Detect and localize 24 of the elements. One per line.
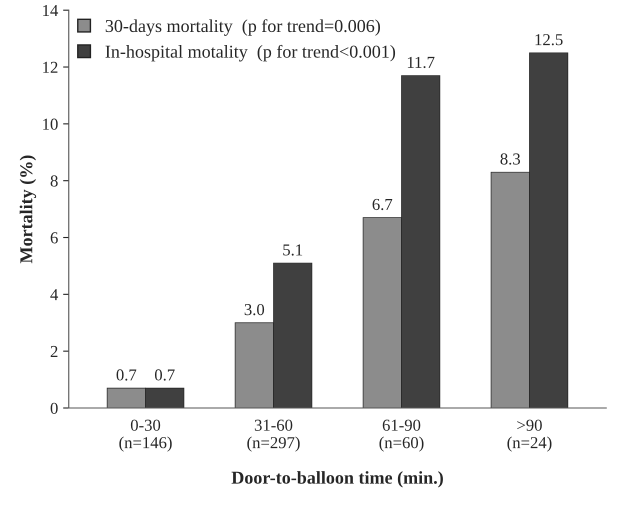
- y-tick-label: 12: [43, 62, 58, 73]
- legend-label: 30-days mortality (p for trend=0.006): [106, 19, 380, 36]
- y-tick-label: 2: [50, 346, 58, 357]
- y-axis-title: Mortality (%): [20, 155, 36, 264]
- y-tick-label: 0: [50, 402, 58, 414]
- data-label: 12.5: [536, 34, 563, 46]
- y-tick-label: 14: [43, 4, 58, 16]
- y-tick-label: 4: [50, 289, 58, 300]
- x-tick-label: 0-30 (n=146): [119, 420, 172, 452]
- legend-label: In-hospital motality (p for trend<0.001): [106, 44, 396, 62]
- data-label: 8.3: [500, 153, 520, 165]
- data-label: 0.7: [116, 369, 136, 381]
- y-tick-label: 10: [43, 118, 58, 130]
- data-label: 3.0: [244, 304, 264, 316]
- x-axis-title: Door-to-balloon time (min.): [232, 471, 443, 488]
- data-label: 5.1: [283, 244, 302, 256]
- data-label: 0.7: [154, 369, 175, 381]
- x-tick-label: >90 (n=24): [507, 420, 552, 452]
- x-tick-label: 31-60 (n=297): [247, 420, 300, 452]
- x-tick-label: 61-90 (n=60): [379, 420, 424, 452]
- y-tick-label: 6: [50, 232, 58, 244]
- data-label: 6.7: [372, 198, 392, 210]
- data-label: 11.7: [408, 56, 434, 68]
- y-tick-label: 8: [50, 175, 58, 187]
